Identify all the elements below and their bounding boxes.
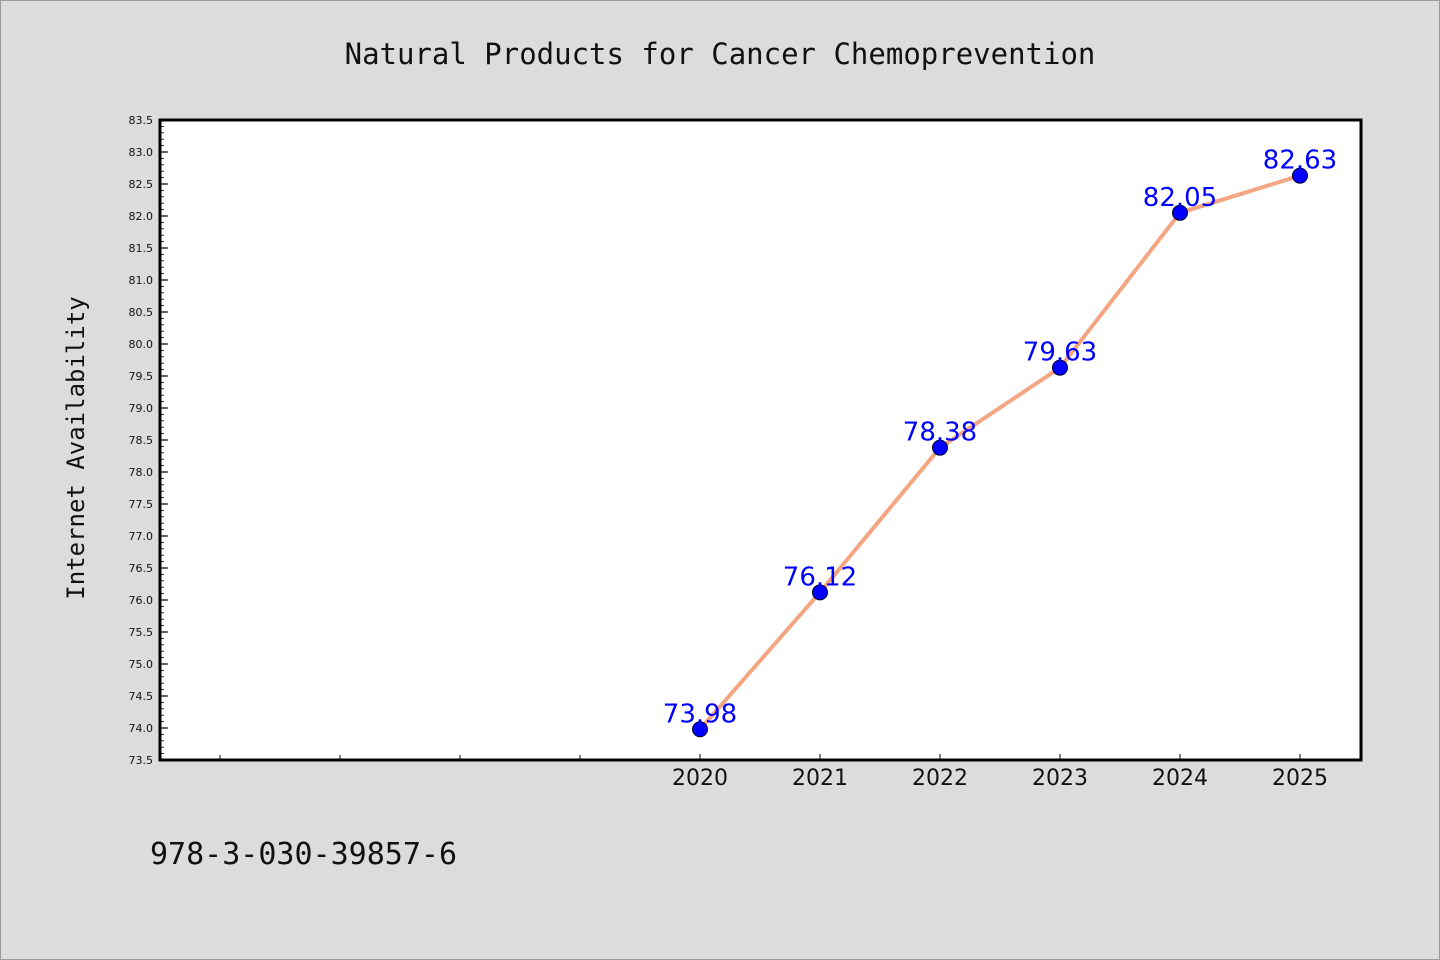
series-line [698, 173, 1301, 731]
x-tick-label: 2023 [1032, 766, 1088, 791]
data-point [1052, 359, 1068, 376]
y-tick-label: 83.0 [129, 146, 154, 159]
data-point [1172, 204, 1188, 221]
plot-border [158, 118, 1363, 762]
y-axis-ticks: 73.5 74.0 74.5 75.0 75.5 76.0 76.5 77.0 77.5 78.0… [129, 114, 168, 767]
x-tick-label: 2022 [912, 766, 968, 791]
y-tick-label: 79.5 [129, 370, 154, 383]
data-point [692, 721, 708, 738]
data-point [1292, 167, 1308, 184]
y-tick-label: 77.0 [129, 530, 154, 543]
x-tick-label: 2025 [1272, 766, 1328, 791]
series-layer: 73.98 76.12 78.38 79.63 82.05 82.63 [663, 146, 1337, 738]
y-tick-label: 78.5 [129, 434, 154, 447]
x-tick-label: 2024 [1152, 766, 1208, 791]
y-tick-label: 80.0 [129, 338, 154, 351]
y-tick-label: 73.5 [129, 754, 154, 767]
y-tick-label: 82.5 [129, 178, 154, 191]
y-tick-label: 74.5 [129, 690, 154, 703]
data-label: 76.12 [783, 562, 857, 592]
data-point [812, 584, 828, 601]
x-tick-label: 2021 [792, 766, 848, 791]
data-label: 82.63 [1263, 146, 1337, 176]
x-axis-ticks: 2020 2021 2022 2023 2024 2025 [219, 754, 1328, 791]
y-tick-label: 75.0 [129, 658, 154, 671]
y-tick-label: 77.5 [129, 498, 154, 511]
plot-area [160, 120, 1361, 760]
data-label: 73.98 [663, 699, 737, 729]
y-tick-label: 81.0 [129, 274, 154, 287]
y-tick-label: 82.0 [129, 210, 154, 223]
data-label: 78.38 [903, 418, 977, 448]
y-tick-label: 76.0 [129, 594, 154, 607]
y-tick-label: 78.0 [129, 466, 154, 479]
y-tick-label: 76.5 [129, 562, 154, 575]
chart-title: Natural Products for Cancer Chemoprevent… [345, 37, 1096, 71]
footnote: 978-3-030-39857-6 [150, 837, 457, 872]
y-tick-label: 74.0 [129, 722, 154, 735]
y-tick-label: 75.5 [129, 626, 154, 639]
y-tick-label: 79.0 [129, 402, 154, 415]
data-label: 79.63 [1023, 338, 1097, 368]
data-label: 82.05 [1143, 183, 1217, 213]
y-axis-label: Internet Availability [62, 296, 90, 599]
data-point [932, 439, 948, 456]
y-tick-label: 81.5 [129, 242, 154, 255]
y-tick-label: 83.5 [129, 114, 154, 127]
x-tick-label: 2020 [672, 766, 728, 791]
y-tick-label: 80.5 [129, 306, 154, 319]
